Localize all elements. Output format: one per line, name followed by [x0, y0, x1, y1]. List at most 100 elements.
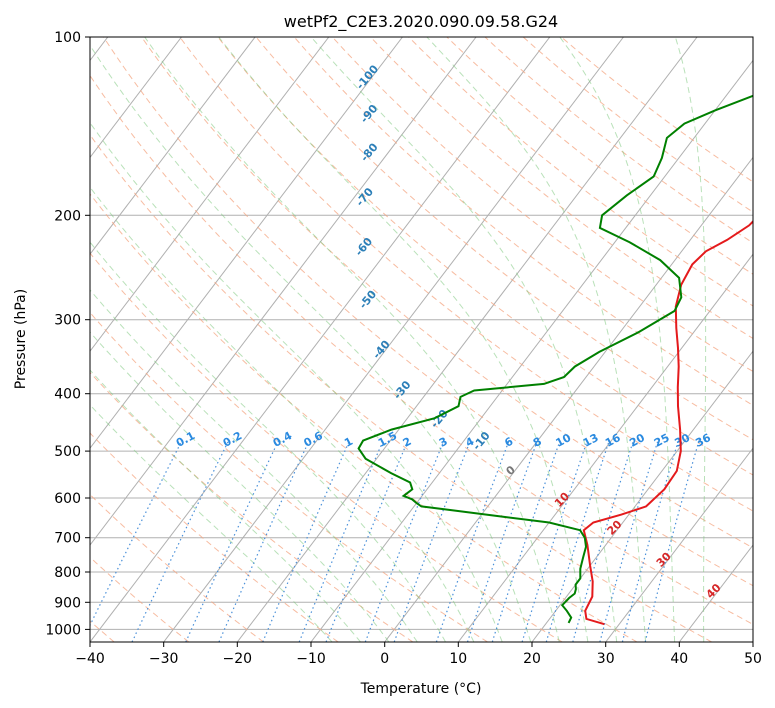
mixing-ratio-line	[466, 440, 539, 642]
dry-adiabat-line	[484, 37, 753, 244]
dry-adiabat-line	[90, 432, 339, 642]
dry-adiabat-line	[332, 37, 753, 373]
dry-adiabat-label: -30	[391, 378, 414, 402]
dry-adiabat-label: -100	[354, 62, 382, 92]
y-tick-label: 500	[54, 444, 81, 460]
mixing-ratio-line	[262, 440, 351, 642]
mixing-ratio-label: 13	[581, 431, 601, 450]
y-tick-label: 900	[54, 595, 81, 611]
mixing-ratio-line	[90, 440, 183, 627]
mixing-ratio-label: 2	[401, 435, 414, 450]
y-axis-label: Pressure (hPa)	[13, 289, 29, 389]
mixing-ratio-line	[491, 440, 561, 642]
mixing-ratio-label: 10	[554, 431, 574, 450]
dry-adiabat-label: -90	[358, 102, 381, 126]
y-tick-label: 600	[54, 491, 81, 507]
mixing-ratio-label: 16	[603, 431, 623, 450]
dry-adiabat-line	[90, 193, 638, 642]
moist-adiabat-line	[426, 37, 647, 642]
x-tick-label: 50	[744, 651, 762, 667]
mixing-ratio-label: 0.1	[174, 429, 197, 450]
mixing-ratio-label: 3	[437, 435, 450, 450]
isotherm-line	[236, 37, 698, 642]
background-lines	[90, 37, 753, 642]
dry-adiabat-line	[90, 493, 264, 642]
moist-adiabat-label: 30	[654, 549, 674, 569]
dry-adiabat-line	[370, 37, 753, 340]
y-tick-label: 100	[54, 30, 81, 46]
dry-adiabat-line	[522, 37, 753, 213]
dry-adiabat-line	[293, 37, 753, 406]
moist-adiabat-line	[559, 37, 676, 642]
dry-adiabat-label: -80	[358, 140, 381, 164]
dry-adiabat-line	[255, 37, 753, 441]
moist-adiabat-line	[218, 37, 589, 642]
mixing-ratio-line	[325, 440, 409, 642]
mixing-ratio-label: 20	[627, 431, 647, 450]
x-tick-label: 0	[380, 651, 389, 667]
y-tick-label: 700	[54, 531, 81, 547]
plot-frame	[89, 36, 754, 643]
moist-adiabat-line	[674, 37, 707, 642]
y-tick-label: 400	[54, 387, 81, 403]
isotherm-line	[90, 37, 182, 159]
dry-adiabat-line	[446, 37, 753, 275]
mixing-ratio-line	[435, 440, 510, 642]
x-tick-label: −30	[149, 651, 179, 667]
x-axis-label: Temperature (°C)	[360, 681, 482, 697]
moist-adiabat-label: 40	[704, 581, 724, 601]
mixing-ratio-label: 25	[652, 431, 672, 450]
mixing-ratio-line	[521, 440, 588, 642]
moist-adiabat-line	[144, 37, 560, 642]
dry-adiabat-label: -60	[352, 235, 375, 259]
isotherm-line	[90, 37, 330, 353]
moist-adiabat-line	[90, 186, 475, 642]
isotherm-line	[605, 447, 753, 642]
x-tick-label: −20	[223, 651, 253, 667]
x-tick-label: 30	[597, 651, 615, 667]
mixing-ratio-line	[545, 440, 610, 642]
y-tick-label: 800	[54, 565, 81, 581]
mixing-ratio-line	[131, 440, 230, 642]
x-tick-label: 40	[670, 651, 688, 667]
dry-adiabat-line	[90, 371, 414, 642]
moist-adiabat-line	[90, 44, 532, 642]
mixing-ratio-label: 0.6	[302, 429, 326, 450]
mixing-ratio-label: 6	[502, 435, 515, 450]
dry-adiabat-line	[217, 37, 753, 476]
isotherm-line	[90, 37, 477, 546]
moist-adiabat-line	[310, 37, 618, 642]
moist-adiabat-line	[90, 404, 333, 642]
dry-adiabat-line	[90, 311, 488, 642]
x-tick-label: −10	[296, 651, 326, 667]
isotherm-label: 0	[504, 463, 518, 478]
mixing-ratio-label: 1.5	[376, 429, 399, 450]
x-tick-label: 10	[449, 651, 467, 667]
y-tick-label: 200	[54, 208, 81, 224]
temperature-profile-line	[582, 220, 753, 626]
mixing-ratio-line	[393, 440, 471, 642]
dry-adiabat-label: -10	[470, 429, 493, 453]
mixing-ratio-line	[644, 440, 700, 642]
mixing-ratio-label: 0.4	[271, 429, 295, 450]
x-tick-label: −40	[75, 651, 105, 667]
sounding-profiles	[357, 94, 753, 626]
dry-adiabat-line	[179, 37, 753, 512]
y-axis-ticks: 1000 900 800 700 600 500 400 300 200 100	[45, 30, 90, 638]
x-axis-ticks: −40 −30 −20 −10 0 10 20 30 40 50	[75, 642, 762, 667]
isotherm-line	[678, 544, 753, 642]
isotherm-line	[90, 37, 403, 450]
dry-adiabat-line	[90, 134, 712, 642]
mixing-ratio-label: 0.2	[221, 429, 244, 450]
isotherm-line	[531, 350, 753, 642]
x-tick-label: 20	[523, 651, 541, 667]
dry-adiabat-line	[90, 74, 753, 625]
isotherm-line	[90, 37, 551, 642]
moist-adiabat-line	[90, 241, 446, 642]
isotherm-line	[384, 156, 753, 642]
y-tick-label: 1000	[45, 622, 81, 638]
mixing-ratio-line	[298, 440, 384, 642]
mixing-ratio-label: 36	[693, 431, 713, 450]
dry-adiabat-line	[90, 252, 563, 642]
